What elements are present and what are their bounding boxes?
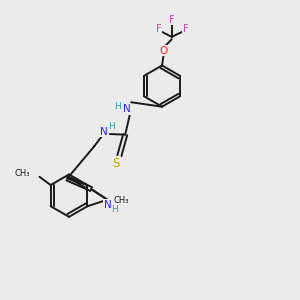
Text: N: N	[123, 104, 131, 114]
Text: N: N	[104, 200, 111, 210]
Text: H: H	[115, 102, 121, 111]
Text: CH₃: CH₃	[15, 169, 30, 178]
Text: F: F	[156, 24, 161, 34]
Text: F: F	[169, 15, 175, 25]
Text: H: H	[112, 205, 118, 214]
Text: F: F	[183, 24, 188, 34]
Text: CH₃: CH₃	[114, 196, 129, 205]
Text: N: N	[100, 127, 108, 137]
Text: O: O	[159, 46, 168, 56]
Text: S: S	[113, 157, 120, 170]
Text: H: H	[108, 122, 115, 131]
